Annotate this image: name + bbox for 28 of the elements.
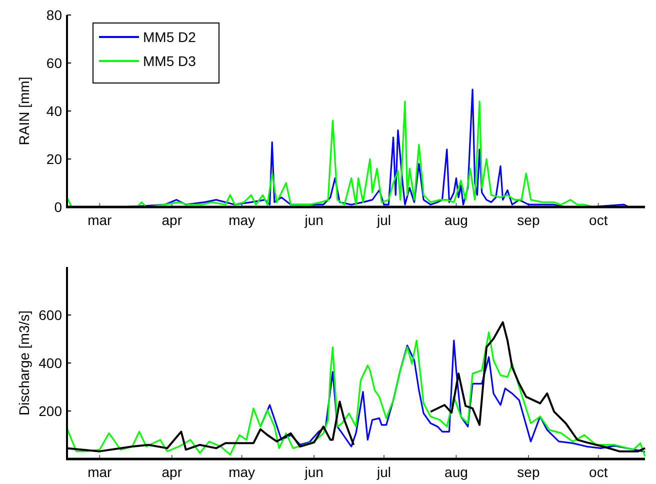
y-axis-title: RAIN [mm] [16,76,32,146]
x-tick-label: jun [304,212,324,228]
x-tick-label: mar [88,464,112,480]
x-tick-label: aug [444,212,468,228]
x-tick-label: sep [517,464,540,480]
x-tick-label: jul [376,212,391,228]
legend-label: MM5 D2 [143,29,196,45]
x-tick-label: aug [444,464,468,480]
x-tick-label: apr [162,464,182,480]
x-tick-label: oct [589,212,608,228]
y-tick-label: 600 [38,307,62,323]
x-tick-label: may [228,212,256,228]
y-tick-label: 40 [46,103,62,119]
x-tick-label: jul [376,464,391,480]
y-tick-label: 80 [46,7,62,23]
x-tick-label: oct [589,464,608,480]
x-tick-label: apr [162,212,182,228]
y-tick-label: 400 [38,355,62,371]
x-tick-label: may [228,464,256,480]
y-tick-label: 0 [54,199,62,215]
x-tick-label: jun [304,464,324,480]
x-tick-label: sep [517,212,540,228]
y-axis-title: Discharge [m3/s] [16,310,32,416]
y-tick-label: 60 [46,55,62,71]
y-tick-label: 200 [38,403,62,419]
x-tick-label: mar [88,212,112,228]
y-tick-label: 20 [46,151,62,167]
legend-label: MM5 D3 [143,53,196,69]
